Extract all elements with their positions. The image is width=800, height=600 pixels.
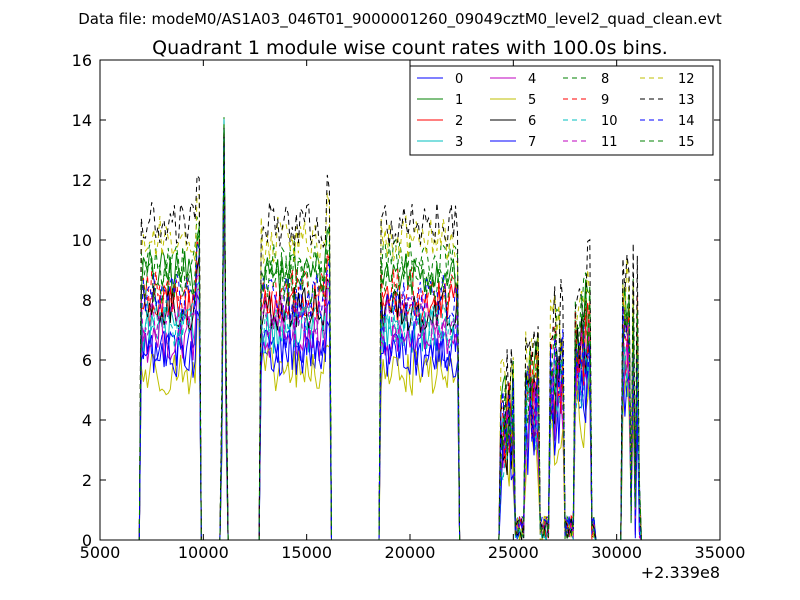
legend-label-5: 5 <box>528 93 536 108</box>
x-tick-label: 35000 <box>695 543 746 562</box>
chart-suptitle: Data file: modeM0/AS1A03_046T01_90000012… <box>78 10 722 29</box>
y-tick-label: 14 <box>72 111 92 130</box>
chart-title: Quadrant 1 module wise count rates with … <box>152 37 668 59</box>
legend-label-1: 1 <box>455 93 463 108</box>
y-tick-label: 8 <box>82 291 92 310</box>
x-tick-label: 10000 <box>178 543 229 562</box>
x-tick-label: 15000 <box>281 543 332 562</box>
legend-label-15: 15 <box>678 135 695 150</box>
x-tick-label: 5000 <box>80 543 121 562</box>
series-layer <box>138 117 642 540</box>
legend-label-3: 3 <box>455 135 463 150</box>
y-tick-label: 12 <box>72 171 92 190</box>
legend-frame <box>409 65 714 156</box>
legend-label-8: 8 <box>601 72 609 87</box>
legend-label-9: 9 <box>601 93 609 108</box>
series-line-11 <box>138 130 642 540</box>
legend-label-2: 2 <box>455 114 463 129</box>
y-tick-label: 4 <box>82 411 92 430</box>
x-tick-label: 30000 <box>591 543 642 562</box>
y-tick-label: 2 <box>82 471 92 490</box>
legend-label-7: 7 <box>528 135 536 150</box>
legend-label-13: 13 <box>678 93 695 108</box>
series-line-15 <box>138 124 642 540</box>
x-tick-label: 25000 <box>488 543 539 562</box>
legend-label-6: 6 <box>528 114 536 129</box>
y-tick-label: 6 <box>82 351 92 370</box>
legend-label-10: 10 <box>601 114 618 129</box>
series-line-5 <box>138 140 642 540</box>
y-tick-label: 10 <box>72 231 92 250</box>
axis-ticks: 5000 10000 15000 20000 25000 30000 35000 0 2 4 6 8 1… <box>72 51 746 562</box>
x-tick-label: 20000 <box>385 543 436 562</box>
series-line-7 <box>138 137 642 540</box>
series-line-14 <box>138 140 642 540</box>
legend-label-0: 0 <box>455 72 463 87</box>
legend-label-12: 12 <box>678 72 695 87</box>
legend-label-11: 11 <box>601 135 618 150</box>
x-offset-label: +2.339e8 <box>641 563 720 582</box>
legend-label-4: 4 <box>528 72 536 87</box>
legend-label-14: 14 <box>678 114 695 129</box>
y-tick-label: 0 <box>82 531 92 550</box>
y-tick-label: 16 <box>72 51 92 70</box>
series-line-13 <box>138 127 642 540</box>
